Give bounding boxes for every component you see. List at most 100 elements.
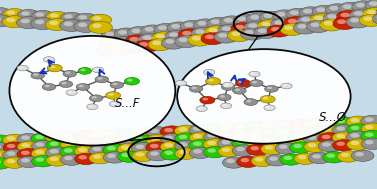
- Circle shape: [207, 126, 216, 130]
- Circle shape: [108, 93, 114, 96]
- Circle shape: [333, 125, 355, 136]
- Circle shape: [232, 122, 255, 134]
- Circle shape: [301, 17, 310, 22]
- Circle shape: [107, 146, 116, 150]
- Circle shape: [255, 157, 264, 162]
- Circle shape: [121, 130, 130, 135]
- Circle shape: [164, 151, 173, 155]
- Circle shape: [350, 18, 359, 22]
- Circle shape: [246, 121, 270, 133]
- Circle shape: [21, 19, 30, 23]
- Circle shape: [235, 88, 240, 91]
- Circle shape: [64, 133, 73, 138]
- Circle shape: [47, 64, 62, 72]
- Circle shape: [367, 10, 376, 14]
- Circle shape: [2, 16, 26, 28]
- Circle shape: [0, 8, 11, 19]
- Circle shape: [0, 17, 1, 21]
- Circle shape: [92, 96, 97, 99]
- Circle shape: [103, 152, 126, 163]
- Circle shape: [175, 80, 187, 86]
- Circle shape: [103, 137, 126, 148]
- Circle shape: [264, 13, 273, 18]
- Circle shape: [246, 13, 270, 25]
- Circle shape: [19, 66, 23, 68]
- Circle shape: [132, 127, 155, 139]
- Circle shape: [7, 151, 15, 156]
- Circle shape: [127, 26, 152, 39]
- Circle shape: [164, 143, 173, 147]
- Circle shape: [265, 155, 288, 166]
- Circle shape: [160, 126, 184, 138]
- Circle shape: [351, 150, 374, 161]
- Circle shape: [293, 129, 302, 133]
- Circle shape: [227, 29, 251, 42]
- Circle shape: [0, 135, 12, 147]
- Text: S...F: S...F: [115, 97, 141, 110]
- Circle shape: [352, 1, 376, 13]
- Circle shape: [265, 123, 273, 127]
- Circle shape: [244, 99, 257, 105]
- Circle shape: [50, 134, 58, 138]
- Circle shape: [158, 26, 167, 30]
- Circle shape: [152, 32, 176, 44]
- Circle shape: [312, 154, 321, 159]
- Circle shape: [323, 12, 348, 25]
- Circle shape: [78, 140, 87, 144]
- Circle shape: [198, 107, 202, 109]
- Circle shape: [365, 132, 374, 137]
- Circle shape: [294, 153, 317, 164]
- Circle shape: [21, 158, 30, 163]
- Circle shape: [161, 134, 183, 145]
- Circle shape: [89, 105, 93, 107]
- Ellipse shape: [9, 36, 175, 146]
- Circle shape: [63, 70, 77, 77]
- Circle shape: [224, 85, 229, 87]
- Circle shape: [222, 140, 230, 144]
- Circle shape: [261, 121, 284, 132]
- Circle shape: [146, 142, 169, 153]
- Circle shape: [132, 135, 155, 146]
- Circle shape: [218, 123, 241, 135]
- Circle shape: [261, 22, 271, 26]
- Circle shape: [204, 26, 229, 38]
- Circle shape: [303, 133, 327, 145]
- Circle shape: [180, 20, 204, 33]
- Circle shape: [293, 136, 302, 141]
- Circle shape: [193, 149, 202, 153]
- Circle shape: [246, 136, 270, 148]
- Circle shape: [150, 136, 159, 141]
- Circle shape: [326, 153, 335, 158]
- Circle shape: [336, 119, 345, 123]
- Circle shape: [205, 35, 214, 39]
- Circle shape: [46, 147, 69, 159]
- Circle shape: [124, 77, 139, 85]
- Circle shape: [293, 144, 302, 148]
- Circle shape: [78, 67, 92, 74]
- Circle shape: [224, 83, 228, 85]
- Circle shape: [363, 16, 372, 21]
- Circle shape: [365, 0, 377, 11]
- Circle shape: [339, 2, 363, 14]
- Circle shape: [322, 142, 331, 147]
- Circle shape: [66, 90, 77, 95]
- Circle shape: [35, 142, 44, 147]
- Circle shape: [279, 129, 288, 134]
- Circle shape: [372, 13, 377, 25]
- Circle shape: [293, 22, 317, 34]
- Circle shape: [333, 17, 357, 29]
- Circle shape: [46, 140, 69, 151]
- Circle shape: [299, 7, 323, 19]
- Circle shape: [347, 124, 369, 135]
- Circle shape: [250, 146, 259, 150]
- Circle shape: [64, 22, 73, 26]
- Circle shape: [175, 36, 199, 48]
- Circle shape: [218, 94, 231, 101]
- Circle shape: [236, 147, 245, 151]
- Circle shape: [349, 9, 374, 22]
- Circle shape: [50, 142, 58, 146]
- Circle shape: [59, 81, 73, 88]
- Circle shape: [264, 105, 275, 111]
- Circle shape: [336, 11, 361, 23]
- Circle shape: [351, 118, 359, 122]
